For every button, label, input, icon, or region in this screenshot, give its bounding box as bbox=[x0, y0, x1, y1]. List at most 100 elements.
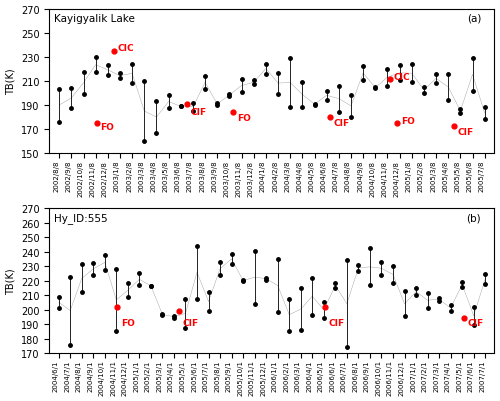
Text: CIF: CIF bbox=[182, 318, 198, 327]
Point bbox=[55, 119, 63, 126]
Point bbox=[92, 69, 100, 76]
Point bbox=[147, 283, 155, 289]
Point bbox=[274, 91, 282, 97]
Point bbox=[298, 105, 306, 111]
Point bbox=[480, 105, 488, 111]
Point bbox=[446, 302, 454, 308]
Point bbox=[372, 85, 380, 92]
Point bbox=[78, 261, 86, 268]
Point bbox=[124, 294, 132, 301]
Point bbox=[420, 85, 428, 91]
Point bbox=[470, 322, 478, 328]
Point bbox=[322, 88, 330, 95]
Point bbox=[140, 139, 148, 145]
Point bbox=[152, 130, 160, 137]
Text: CIF: CIF bbox=[458, 128, 474, 137]
Point bbox=[164, 106, 172, 112]
Point bbox=[424, 305, 432, 311]
Point bbox=[204, 290, 212, 296]
Point bbox=[90, 260, 98, 266]
Point bbox=[412, 286, 420, 292]
Point bbox=[204, 308, 212, 314]
Text: CIF: CIF bbox=[328, 318, 344, 327]
Point bbox=[408, 62, 416, 68]
Point bbox=[481, 281, 489, 287]
Point bbox=[320, 315, 328, 321]
Point bbox=[189, 101, 197, 107]
Point bbox=[481, 271, 489, 278]
Point bbox=[343, 344, 351, 350]
Point bbox=[297, 286, 305, 292]
Point bbox=[274, 256, 281, 262]
Point bbox=[189, 108, 197, 115]
Point bbox=[308, 312, 316, 318]
Text: Kayigyalik Lake: Kayigyalik Lake bbox=[54, 14, 135, 24]
Point bbox=[193, 243, 201, 249]
Point bbox=[262, 275, 270, 281]
Point bbox=[446, 308, 454, 314]
Point bbox=[378, 272, 386, 278]
Point bbox=[400, 288, 408, 295]
Point bbox=[359, 78, 367, 84]
Point bbox=[112, 266, 120, 273]
Point bbox=[322, 97, 330, 104]
Point bbox=[297, 327, 305, 333]
Point bbox=[116, 75, 124, 82]
Point bbox=[250, 82, 258, 88]
Point bbox=[239, 278, 247, 285]
Point bbox=[213, 102, 221, 109]
Point bbox=[354, 268, 362, 274]
Point bbox=[468, 56, 476, 62]
Point bbox=[90, 272, 98, 278]
Point bbox=[347, 93, 355, 99]
Point bbox=[308, 275, 316, 281]
Text: CIC: CIC bbox=[394, 73, 410, 81]
Point bbox=[55, 86, 63, 93]
Point bbox=[116, 71, 124, 77]
Point bbox=[140, 78, 148, 85]
Point bbox=[456, 111, 464, 117]
Point bbox=[310, 101, 318, 108]
Text: FO: FO bbox=[401, 117, 414, 126]
Point bbox=[68, 105, 76, 112]
Point bbox=[347, 114, 355, 121]
Point bbox=[310, 102, 318, 109]
Point bbox=[104, 62, 112, 69]
Point bbox=[274, 310, 281, 316]
Point bbox=[285, 296, 293, 302]
Point bbox=[400, 313, 408, 320]
Point bbox=[238, 77, 246, 83]
Point bbox=[238, 89, 246, 96]
Point bbox=[54, 294, 62, 300]
Point bbox=[262, 71, 270, 77]
Point bbox=[170, 315, 178, 322]
Point bbox=[274, 70, 282, 77]
Point bbox=[136, 282, 143, 289]
Point bbox=[66, 342, 74, 348]
Point bbox=[182, 325, 190, 331]
Point bbox=[68, 85, 76, 92]
Point bbox=[250, 248, 258, 254]
Point bbox=[128, 80, 136, 87]
Point bbox=[101, 252, 109, 258]
Point bbox=[250, 301, 258, 307]
Text: (b): (b) bbox=[466, 213, 481, 223]
Point bbox=[378, 259, 386, 265]
Point bbox=[158, 312, 166, 318]
Point bbox=[80, 70, 88, 76]
Point bbox=[332, 285, 340, 292]
Point bbox=[435, 295, 443, 301]
Point bbox=[158, 311, 166, 318]
Point bbox=[101, 267, 109, 273]
Point bbox=[396, 63, 404, 69]
Point bbox=[147, 283, 155, 290]
Text: CIF: CIF bbox=[334, 118, 350, 127]
Point bbox=[408, 80, 416, 86]
Point bbox=[164, 92, 172, 99]
Point bbox=[177, 104, 185, 110]
Point bbox=[335, 83, 343, 89]
Point bbox=[54, 305, 62, 311]
Point bbox=[389, 280, 397, 287]
Text: FO: FO bbox=[121, 318, 135, 327]
Point bbox=[335, 109, 343, 115]
